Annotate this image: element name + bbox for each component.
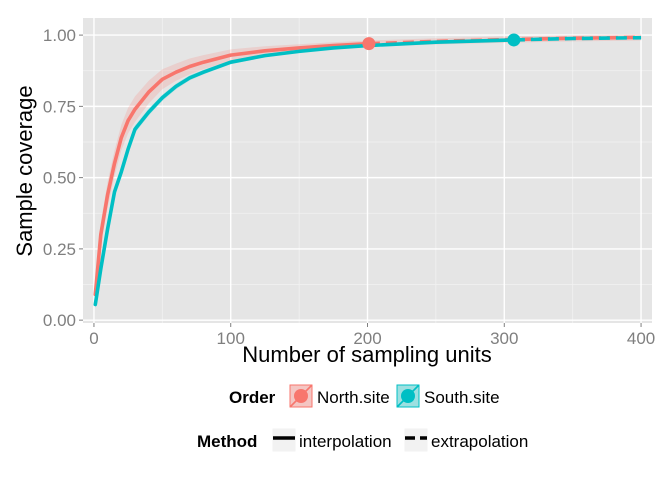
x-axis-title: Number of sampling units xyxy=(242,342,491,367)
series-lines xyxy=(93,35,642,307)
y-tick-label: 0.25 xyxy=(43,240,76,259)
y-tick-label: 0.50 xyxy=(43,169,76,188)
legend-label-interpolation: interpolation xyxy=(299,432,392,451)
legend-key-extrapolation xyxy=(403,427,429,453)
x-tick-label: 300 xyxy=(490,329,518,348)
legend-label-extrapolation: extrapolation xyxy=(431,432,528,451)
x-tick-label: 400 xyxy=(627,329,655,348)
y-tick-label: 1.00 xyxy=(43,26,76,45)
observed-points xyxy=(362,33,521,51)
x-tick-label: 100 xyxy=(217,329,245,348)
order-legend-title: Order xyxy=(229,388,276,407)
observed-point-north-site xyxy=(362,37,376,51)
x-tick-label: 0 xyxy=(89,329,98,348)
order-legend: Order North.site South.site xyxy=(229,383,500,409)
y-tick-label: 0.75 xyxy=(43,97,76,116)
x-axis-ticks: 0 100 200 300 400 xyxy=(89,323,655,348)
observed-point-south-site xyxy=(507,33,521,47)
method-legend-title: Method xyxy=(197,432,257,451)
y-axis-title: Sample coverage xyxy=(12,85,37,256)
y-tick-label: 0.00 xyxy=(43,311,76,330)
legend-key-north-site xyxy=(288,383,314,409)
x-tick-label: 200 xyxy=(353,329,381,348)
legend-label-north-site: North.site xyxy=(317,388,390,407)
legend-key-south-site xyxy=(395,383,421,409)
interpolation-line-north-site xyxy=(93,41,371,297)
legend-key-interpolation xyxy=(271,427,297,453)
extrapolation-line-south-site xyxy=(513,35,642,42)
y-axis-ticks: 0.00 0.25 0.50 0.75 1.00 xyxy=(43,26,83,330)
interpolation-line-south-site xyxy=(93,38,516,307)
major-grid xyxy=(83,18,652,323)
legend-label-south-site: South.site xyxy=(424,388,500,407)
method-legend: Method interpolation extrapolation xyxy=(197,427,528,453)
